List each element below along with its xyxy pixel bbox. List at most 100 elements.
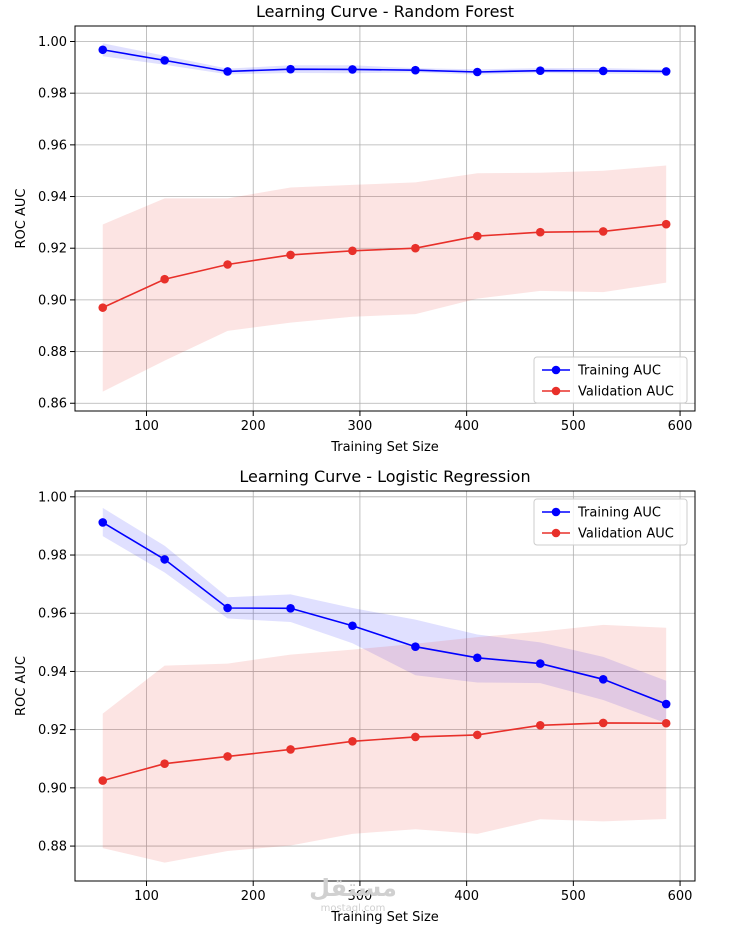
x-tick-label: 600 xyxy=(668,419,693,434)
x-axis-label: Training Set Size xyxy=(330,440,439,455)
data-point xyxy=(286,603,295,613)
data-point xyxy=(286,64,295,74)
data-point xyxy=(160,555,169,564)
data-point xyxy=(348,736,357,746)
plot-frame xyxy=(74,490,696,882)
data-point xyxy=(661,718,671,728)
x-tick-label: 300 xyxy=(348,419,373,434)
series-line xyxy=(102,521,667,705)
y-tick-label: 0.92 xyxy=(38,242,67,257)
data-point xyxy=(535,227,545,237)
data-point xyxy=(598,675,608,684)
legend-marker xyxy=(551,507,561,517)
confidence-band xyxy=(102,624,667,863)
data-point xyxy=(223,603,232,613)
confidence-band xyxy=(102,165,667,392)
y-tick-label: 0.96 xyxy=(38,138,67,153)
y-axis-label: ROC AUC xyxy=(14,189,29,249)
data-point xyxy=(661,67,671,76)
y-tick-label: 0.98 xyxy=(38,87,67,102)
y-tick-label: 0.88 xyxy=(38,840,67,855)
series-line xyxy=(102,48,667,73)
y-tick-label: 1.00 xyxy=(38,490,67,505)
chart-title: Learning Curve - Random Forest xyxy=(256,2,514,21)
data-point xyxy=(98,776,108,785)
plot-frame xyxy=(74,25,696,412)
legend-label: Validation AUC xyxy=(578,527,674,542)
confidence-band xyxy=(102,507,667,724)
legend: Training AUC Validation AUC xyxy=(533,498,688,546)
legend: Training AUC Validation AUC xyxy=(533,356,688,404)
y-tick-label: 0.94 xyxy=(38,665,67,680)
data-point xyxy=(535,720,545,730)
data-point xyxy=(223,260,232,269)
y-tick-label: 0.86 xyxy=(38,397,67,412)
data-point xyxy=(411,243,420,253)
data-point xyxy=(348,246,357,256)
watermark: مستقل mostaql.com xyxy=(309,874,397,914)
series-line xyxy=(102,722,667,782)
x-tick-label: 300 xyxy=(348,889,373,904)
x-tick-label: 500 xyxy=(561,889,586,904)
data-point xyxy=(348,621,357,631)
data-point xyxy=(411,65,420,75)
data-point xyxy=(160,759,169,769)
legend-marker xyxy=(551,365,561,375)
data-point xyxy=(598,718,608,728)
data-point xyxy=(473,231,482,241)
data-point xyxy=(411,642,420,652)
x-tick-label: 100 xyxy=(134,889,159,904)
watermark-logo: مستقل xyxy=(309,874,397,902)
x-tick-label: 500 xyxy=(561,419,586,434)
y-tick-label: 0.92 xyxy=(38,723,67,738)
y-tick-label: 0.90 xyxy=(38,293,67,308)
data-point xyxy=(348,65,357,74)
chart-random-forest: 100 200 300 400 500 600 0.86 0.88 0.90 0.92 0.94 0.… xyxy=(14,2,696,455)
watermark-url: mostaql.com xyxy=(321,903,386,914)
data-point xyxy=(473,730,482,740)
x-axis-label: Training Set Size xyxy=(330,910,439,925)
data-point xyxy=(286,745,295,754)
x-tick-label: 200 xyxy=(241,419,266,434)
series-line xyxy=(102,223,667,309)
legend-box xyxy=(533,356,688,404)
chart-title: Learning Curve - Logistic Regression xyxy=(239,467,530,486)
data-point xyxy=(473,653,482,663)
data-point xyxy=(98,518,108,527)
data-point xyxy=(535,659,545,668)
data-point xyxy=(160,56,169,65)
legend-label: Validation AUC xyxy=(578,385,674,400)
x-tick-label: 200 xyxy=(241,889,266,904)
y-tick-label: 0.98 xyxy=(38,549,67,564)
data-point xyxy=(411,732,420,742)
x-tick-label: 600 xyxy=(668,889,693,904)
x-tick-label: 100 xyxy=(134,419,159,434)
data-point xyxy=(535,66,545,76)
data-point xyxy=(598,66,608,76)
data-point xyxy=(223,67,232,76)
chart-logistic-regression: 100 200 300 400 500 600 0.88 0.90 0.92 0.94 0.96 0.… xyxy=(14,467,696,925)
data-point xyxy=(98,45,108,55)
legend-box xyxy=(533,498,688,546)
y-axis-label: ROC AUC xyxy=(14,656,29,716)
data-point xyxy=(661,699,671,709)
data-point xyxy=(98,303,108,312)
legend-label: Training AUC xyxy=(577,364,661,379)
legend-marker xyxy=(551,528,561,538)
data-point xyxy=(160,274,169,284)
data-point xyxy=(661,219,671,229)
data-point xyxy=(286,250,295,260)
legend-label: Training AUC xyxy=(577,506,661,521)
x-tick-label: 400 xyxy=(454,419,479,434)
data-point xyxy=(473,67,482,77)
y-tick-label: 0.90 xyxy=(38,781,67,796)
y-tick-label: 0.94 xyxy=(38,190,67,205)
y-tick-label: 0.96 xyxy=(38,607,67,622)
y-tick-label: 1.00 xyxy=(38,35,67,50)
y-tick-label: 0.88 xyxy=(38,345,67,360)
x-tick-label: 400 xyxy=(454,889,479,904)
data-point xyxy=(223,752,232,761)
legend-marker xyxy=(551,386,561,396)
data-point xyxy=(598,227,608,236)
